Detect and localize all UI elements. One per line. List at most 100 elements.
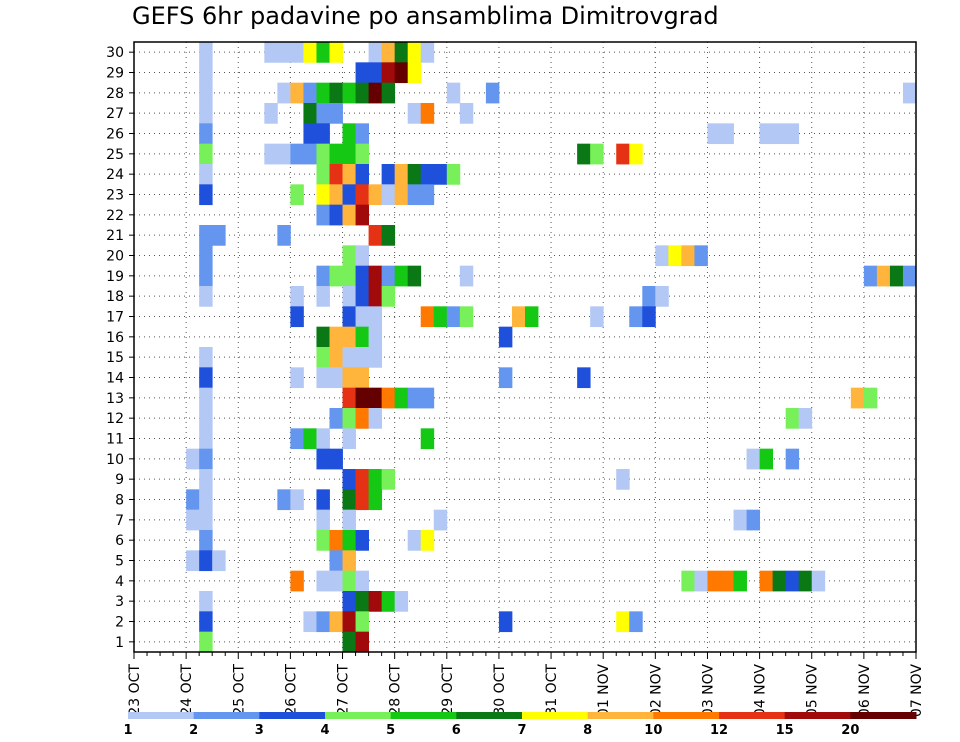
heatmap-cell: [264, 143, 278, 165]
heatmap-cell: [876, 265, 891, 287]
heatmap-cell: [342, 428, 356, 450]
heatmap-cell: [407, 530, 422, 551]
heatmap-cell: [355, 591, 369, 612]
x-tick-label: 05 NOV: [805, 664, 821, 718]
heatmap-cell: [316, 103, 330, 124]
heatmap-cell: [342, 123, 356, 145]
heatmap-cell: [355, 387, 369, 409]
heatmap-cell: [303, 428, 317, 450]
y-tick-label: 7: [115, 513, 124, 529]
heatmap-cell: [329, 164, 343, 185]
heatmap-cell: [199, 42, 213, 63]
heatmap-cell: [407, 42, 422, 63]
heatmap-cell: [355, 347, 369, 368]
heatmap-cell: [368, 42, 383, 63]
legend-swatch: [390, 712, 457, 719]
heatmap-cell: [720, 570, 734, 592]
heatmap-cell: [498, 326, 513, 348]
heatmap-cell: [290, 82, 304, 104]
heatmap-cell: [342, 204, 356, 226]
heatmap-cell: [199, 428, 213, 450]
heatmap-cell: [394, 265, 409, 287]
heatmap-cell: [785, 448, 800, 470]
heatmap-cell: [707, 570, 721, 592]
heatmap-cell: [459, 103, 474, 124]
y-tick-label: 13: [106, 391, 124, 407]
heatmap-cell: [394, 184, 409, 206]
heatmap-cell: [316, 82, 330, 104]
heatmap-cell: [616, 611, 630, 633]
heatmap-cell: [277, 225, 291, 246]
x-tick-label: 01 NOV: [596, 664, 612, 718]
heatmap-cell: [355, 164, 369, 185]
heatmap-cell: [459, 265, 474, 287]
heatmap-cell: [329, 326, 343, 348]
heatmap-cell: [694, 245, 708, 267]
heatmap-cell: [746, 448, 760, 470]
heatmap-cell: [355, 367, 369, 389]
heatmap-cell: [811, 570, 826, 592]
x-tick-label: 23 OCT: [127, 664, 143, 716]
heatmap-cell: [199, 245, 213, 267]
heatmap-cell: [329, 42, 343, 63]
heatmap-cell: [759, 448, 774, 470]
heatmap-cell: [290, 184, 304, 206]
heatmap-cell: [433, 164, 448, 185]
heatmap-cell: [407, 387, 422, 409]
heatmap-cell: [407, 164, 422, 185]
heatmap-cell: [485, 82, 500, 104]
heatmap-cell: [329, 530, 343, 551]
legend-label: 8: [583, 723, 592, 738]
heatmap-cell: [902, 265, 917, 287]
heatmap-cell: [316, 489, 330, 511]
legend-label: 6: [452, 723, 461, 738]
heatmap-cell: [212, 225, 226, 246]
heatmap-cell: [368, 286, 383, 307]
heatmap-cell: [316, 143, 330, 165]
x-tick-label: 04 NOV: [753, 664, 769, 718]
heatmap-cell: [394, 42, 409, 63]
heatmap-cell: [342, 184, 356, 206]
heatmap-cell: [316, 530, 330, 551]
heatmap-cell: [199, 286, 213, 307]
heatmap-cell: [316, 570, 330, 592]
heatmap-cell: [199, 550, 213, 572]
heatmap-cell: [316, 428, 330, 450]
y-tick-label: 1: [115, 635, 124, 651]
heatmap-cell: [394, 387, 409, 409]
legend-swatch: [456, 712, 523, 719]
heatmap-cell: [759, 570, 774, 592]
heatmap-cell: [186, 489, 200, 511]
heatmap-cell: [342, 530, 356, 551]
heatmap-cell: [342, 245, 356, 267]
heatmap-cell: [199, 530, 213, 551]
heatmap-cell: [590, 143, 604, 165]
heatmap-cell: [199, 448, 213, 470]
heatmap-cell: [785, 123, 800, 145]
heatmap-cell: [772, 570, 787, 592]
heatmap-cell: [629, 306, 643, 328]
legend-label: 4: [320, 723, 329, 738]
y-tick-label: 2: [115, 615, 124, 631]
heatmap-cell: [368, 347, 383, 368]
legend-swatch: [719, 712, 786, 719]
heatmap-cell: [368, 489, 383, 511]
heatmap-cell: [290, 42, 304, 63]
heatmap-cell: [199, 62, 213, 84]
y-tick-label: 15: [106, 350, 124, 366]
heatmap-cell: [368, 265, 383, 287]
heatmap-cell: [355, 530, 369, 551]
heatmap-cell: [342, 387, 356, 409]
y-tick-label: 11: [106, 432, 124, 448]
x-tick-label: 30 OCT: [492, 664, 508, 716]
heatmap-cell: [290, 143, 304, 165]
heatmap-cell: [199, 184, 213, 206]
y-tick-label: 14: [106, 371, 124, 387]
heatmap-cell: [368, 184, 383, 206]
y-tick-label: 8: [115, 493, 124, 509]
heatmap-cell: [381, 164, 396, 185]
legend-label: 15: [776, 723, 794, 738]
heatmap-cell: [746, 509, 760, 531]
heatmap-cell: [342, 469, 356, 490]
heatmap-cell: [407, 265, 422, 287]
